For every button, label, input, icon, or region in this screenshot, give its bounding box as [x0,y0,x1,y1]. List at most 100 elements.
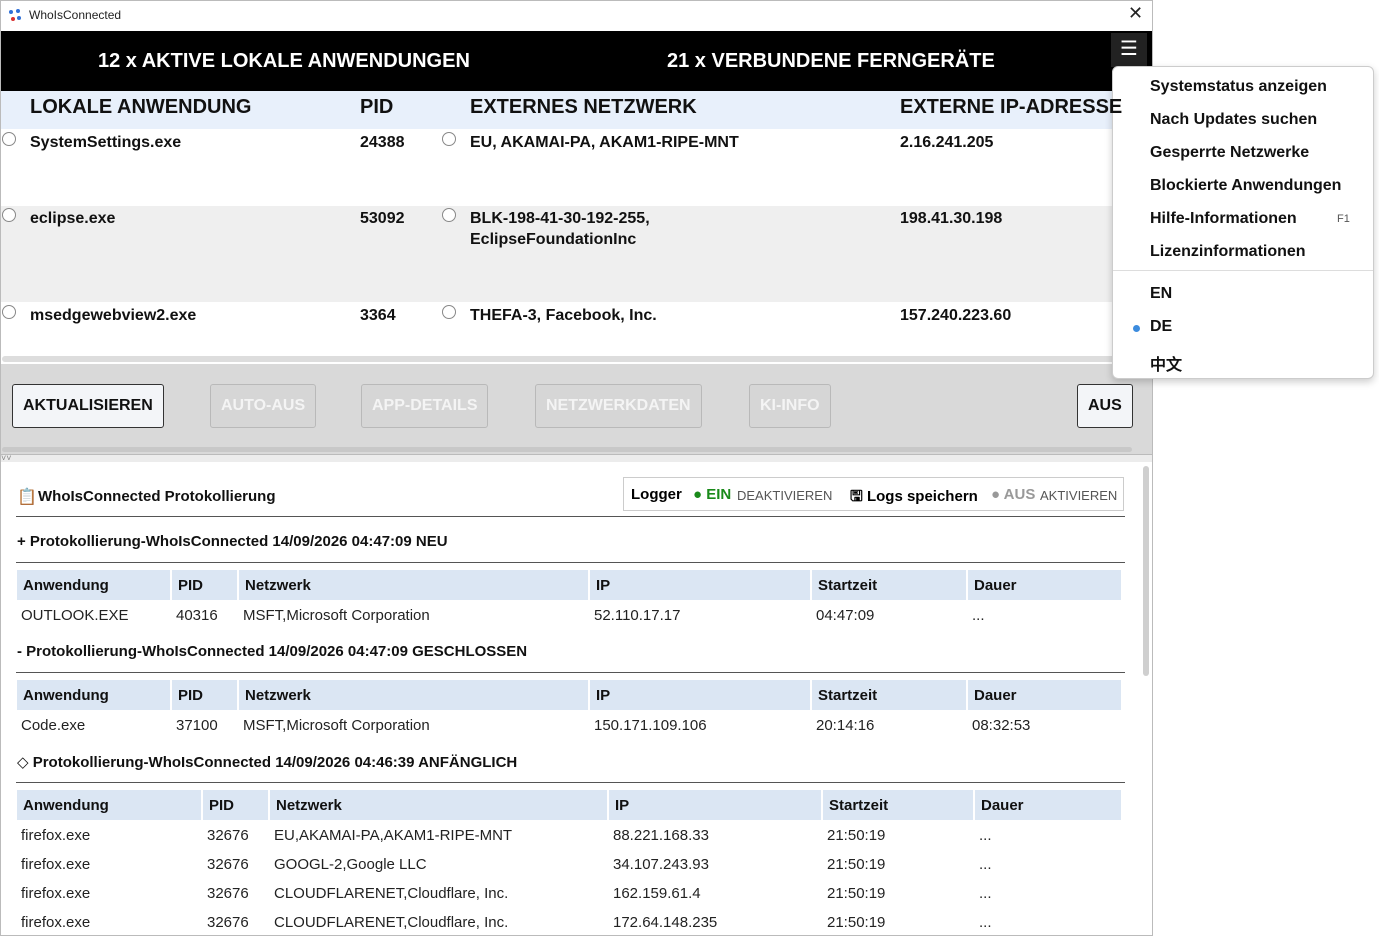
cell: THEFA-3, Facebook, Inc. [470,307,657,324]
splitter[interactable]: ˅˅ [1,454,1152,463]
radio[interactable] [442,132,456,146]
radio[interactable] [442,208,456,222]
cell: 3364 [360,307,396,324]
radio[interactable] [2,305,16,319]
section-heading: - Protokollierung-WhoIsConnected 14/09/2… [17,643,528,660]
menu-separator [1113,270,1373,271]
save-logs: 🖫 Logs speichern [850,488,978,505]
language-item[interactable]: EN [1150,285,1173,302]
log-column-header: Startzeit [823,790,973,820]
log-column-header: Dauer [968,570,1121,600]
log-cell: 150.171.109.106 [594,717,707,734]
selected-indicator [1133,325,1140,332]
log-cell: 88.221.168.33 [613,827,709,844]
column-header: EXTERNES NETZWERK [470,96,697,118]
log-cell: 21:50:19 [827,914,886,931]
cell: eclipse.exe [30,210,116,227]
cell: msedgewebview2.exe [30,307,197,324]
radio[interactable] [2,208,16,222]
button: KI-INFO [749,384,831,428]
column-header-band [1,91,1152,129]
log-cell: 21:50:19 [827,827,886,844]
button: APP-DETAILS [361,384,489,428]
app-window [0,0,1153,936]
log-cell: 21:50:19 [827,856,886,873]
logger-action[interactable]: DEAKTIVIEREN [737,488,833,503]
log-cell: firefox.exe [21,914,91,931]
log-cell: GOOGL-2,Google LLC [274,856,427,873]
log-column-header: Anwendung [17,570,170,600]
log-cell: CLOUDFLARENET,Cloudflare, Inc. [274,885,509,902]
log-cell: 172.64.148.235 [613,914,718,931]
cell: 157.240.223.60 [900,307,1012,324]
log-column-header: Netzwerk [270,790,607,820]
header-left: 12 x AKTIVE LOKALE ANWENDUNGEN [98,50,470,72]
log-column-header: PID [203,790,268,820]
save-status-text: AUS [1003,486,1036,503]
log-column-header: IP [590,680,810,710]
section-separator [16,782,1125,783]
save-status: ● AUS [991,486,1036,503]
menu-item[interactable]: Nach Updates suchen [1150,111,1318,128]
log-cell: 04:47:09 [816,607,875,624]
log-column-header: Startzeit [812,570,966,600]
logger-label: Logger [631,486,682,503]
log-icon: 📋 [17,489,37,506]
cell: 53092 [360,210,405,227]
close-button[interactable]: ✕ [1128,3,1144,23]
log-column-header: Startzeit [812,680,966,710]
log-column-header: IP [609,790,821,820]
button: AUTO-AUS [210,384,317,428]
radio[interactable] [442,305,456,319]
log-cell: ... [979,885,992,902]
column-header: PID [360,96,394,118]
horizontal-scrollbar[interactable] [2,356,1150,362]
log-cell: 37100 [176,717,218,734]
header-bar [1,31,1152,91]
button[interactable]: AKTUALISIEREN [12,384,164,428]
menu-item[interactable]: Hilfe-Informationen [1150,210,1297,227]
logger-panel [623,477,1124,511]
button[interactable]: AUS [1077,384,1133,428]
column-header: EXTERNE IP-ADRESSE [900,96,1123,118]
button-scrollbar [2,447,1132,452]
log-cell: MSFT,Microsoft Corporation [243,607,430,624]
language-item[interactable]: 中文 [1150,357,1183,374]
section-separator [16,672,1125,673]
log-title: WhoIsConnected Protokollierung [38,488,276,505]
radio[interactable] [2,132,16,146]
log-cell: 08:32:53 [972,717,1031,734]
log-cell: 52.110.17.17 [594,607,681,624]
log-cell: ... [972,607,985,624]
log-cell: 20:14:16 [816,717,875,734]
menu-item[interactable]: Gesperrte Netzwerke [1150,144,1310,161]
button: NETZWERKDATEN [535,384,702,428]
menu-item[interactable]: Blockierte Anwendungen [1150,177,1342,194]
log-cell: EU,AKAMAI-PA,AKAM1-RIPE-MNT [274,827,513,844]
log-cell: 32676 [207,914,249,931]
log-column-header: Netzwerk [239,680,588,710]
logger-status: ● EIN [693,486,732,503]
menu-item[interactable]: Systemstatus anzeigen [1150,78,1327,95]
log-cell: 34.107.243.93 [613,856,709,873]
log-column-header: Anwendung [17,680,170,710]
log-column-header: PID [172,680,237,710]
menu-item[interactable]: Lizenzinformationen [1150,243,1306,260]
section-heading: ◇ Protokollierung-WhoIsConnected 14/09/2… [17,754,518,771]
log-cell: Code.exe [21,717,86,734]
log-cell: CLOUDFLARENET,Cloudflare, Inc. [274,914,509,931]
log-column-header: Dauer [975,790,1121,820]
save-action[interactable]: AKTIVIEREN [1040,488,1118,503]
log-cell: OUTLOOK.EXE [21,607,129,624]
menu-button[interactable]: ☰ [1111,33,1147,67]
log-cell: 21:50:19 [827,885,886,902]
dropdown-menu [1112,66,1374,379]
log-scrollbar[interactable] [1143,466,1149,676]
log-cell: ... [979,914,992,931]
window-title: WhoIsConnected [29,8,122,22]
menu-shortcut: F1 [1337,213,1350,225]
log-cell: 40316 [176,607,218,624]
log-cell: firefox.exe [21,856,91,873]
language-item[interactable]: DE [1150,318,1173,335]
